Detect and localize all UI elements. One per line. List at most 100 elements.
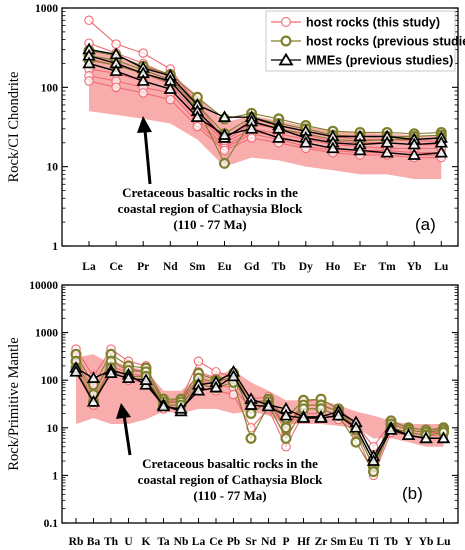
data-point — [419, 431, 433, 444]
data-point — [401, 428, 416, 440]
legend-label: host rocks (previous studies) — [306, 35, 465, 49]
y-tick-label: 10000 — [29, 280, 58, 292]
x-tick-label: Th — [104, 536, 119, 548]
data-point — [104, 366, 118, 378]
x-tick-label: Sr — [245, 536, 257, 548]
data-point — [156, 399, 171, 412]
data-point — [84, 15, 94, 26]
legend-marker — [280, 35, 292, 47]
series-line — [75, 371, 444, 463]
data-point — [82, 56, 96, 69]
data-point — [296, 411, 311, 423]
data-point — [165, 94, 176, 105]
x-tick-label: Yb — [407, 261, 422, 273]
series-mme — [82, 56, 448, 160]
data-point — [366, 454, 381, 466]
x-tick-label: Eu — [349, 536, 364, 548]
data-point — [139, 373, 153, 385]
x-tick-label: Ho — [326, 261, 341, 273]
legend: host rocks (this study) host rocks (previ… — [265, 10, 465, 72]
annotation-line: coastal region of Cathaysia Block — [118, 201, 303, 216]
series-line — [75, 348, 444, 448]
plot-frame — [61, 7, 459, 247]
data-point — [192, 121, 203, 132]
data-point — [261, 399, 276, 412]
x-tick-label: Y — [404, 536, 413, 548]
x-tick-label: Sm — [331, 536, 347, 548]
data-point — [111, 39, 121, 49]
data-point — [314, 411, 328, 423]
data-point — [219, 157, 231, 169]
data-point — [380, 145, 394, 158]
legend-label: host rocks (this study) — [306, 16, 440, 30]
x-tick-label: P — [282, 536, 289, 548]
data-point — [280, 422, 292, 434]
data-point — [174, 401, 188, 414]
series-line — [75, 369, 444, 477]
plot-frame — [61, 284, 459, 524]
y-tick-label: 0.1 — [44, 518, 59, 530]
annotation-arrow — [143, 129, 152, 185]
data-point — [349, 420, 363, 433]
x-tick-label: Zr — [315, 536, 328, 548]
x-tick-label: Rb — [69, 536, 84, 548]
data-point — [350, 436, 362, 448]
legend-label: MMEs (previous studies) — [306, 54, 453, 68]
x-tick-label: Nd — [163, 261, 178, 273]
data-point — [193, 356, 204, 367]
data-point — [190, 110, 205, 122]
x-tick-label: Ce — [209, 536, 222, 548]
data-point — [299, 135, 313, 148]
panel-b: 0.1 1 10 100 1000 10000 Rb Ba Th U K Ta Nb La Ce Pb Sr Nd… — [6, 280, 459, 548]
x-tick-label: Ti — [368, 536, 379, 548]
annotation-line: (110 - 77 Ma) — [193, 488, 266, 503]
data-point — [163, 82, 177, 94]
x-tick-label: Yb — [419, 536, 434, 548]
data-point — [246, 133, 257, 143]
x-tick-label: Eu — [217, 261, 232, 273]
y-tick-label: 100 — [41, 82, 59, 94]
data-point — [353, 143, 367, 156]
x-tick-label: Lu — [436, 536, 451, 548]
data-point — [217, 128, 232, 140]
data-point — [86, 371, 101, 383]
x-tick-label: Gd — [244, 261, 260, 273]
x-tick-label: Tb — [272, 261, 286, 273]
x-tick-label: Nb — [174, 536, 189, 548]
data-point — [69, 364, 83, 377]
data-point — [326, 141, 340, 154]
y-tick-label: 10 — [47, 423, 59, 435]
x-tick-label: Lu — [434, 261, 449, 273]
annotation-line: Cretaceous basaltic rocks in the — [142, 456, 318, 471]
y-tick-label: 1000 — [35, 328, 58, 340]
x-tick-label: Ta — [157, 536, 170, 548]
data-point — [217, 110, 232, 122]
data-point — [280, 432, 292, 444]
data-point — [136, 74, 150, 86]
annotation-line: coastal region of Cathaysia Block — [138, 472, 323, 487]
x-tick-label: K — [142, 536, 151, 548]
x-tick-label: U — [124, 536, 133, 548]
data-point — [434, 145, 448, 158]
data-point — [84, 76, 94, 86]
y-tick-label: 1 — [52, 241, 58, 253]
data-point — [111, 82, 121, 93]
x-tick-label: Tm — [378, 261, 396, 273]
data-point — [436, 431, 451, 444]
data-point — [245, 407, 257, 419]
data-point — [279, 408, 293, 421]
series-mme — [69, 364, 451, 466]
x-tick-label: Dy — [299, 261, 313, 273]
y-tick-label: 10 — [47, 162, 59, 174]
x-tick-label: Pr — [137, 261, 149, 273]
data-point — [209, 380, 223, 393]
panel-label: (a) — [415, 215, 436, 234]
x-tick-label: Pb — [227, 536, 240, 548]
y-tick-label: 1 — [52, 470, 58, 482]
annotation-arrowhead — [137, 116, 152, 133]
data-point — [226, 369, 241, 382]
annotation-line: (110 - 77 Ma) — [173, 217, 246, 232]
data-point — [245, 432, 257, 444]
x-tick-label: Sm — [189, 261, 205, 273]
